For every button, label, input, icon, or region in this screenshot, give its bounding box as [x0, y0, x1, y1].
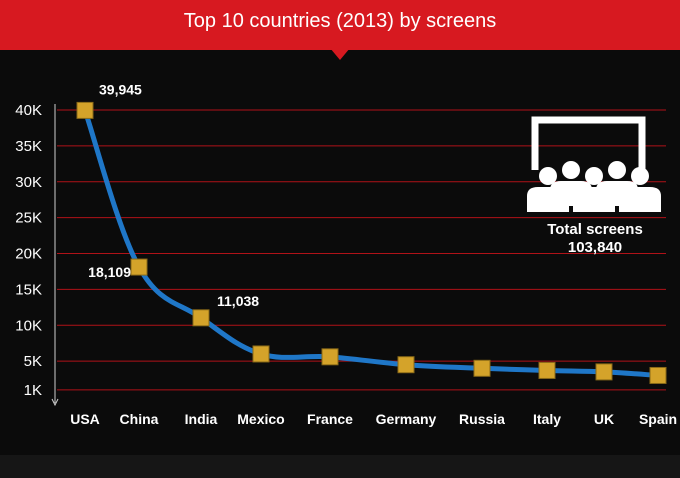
y-tick-label: 35K — [15, 138, 42, 155]
y-axis-arrow — [51, 398, 59, 407]
series-line — [82, 107, 661, 378]
data-label: 18,109 — [88, 264, 131, 280]
x-tick-label: India — [185, 411, 218, 427]
title-banner — [0, 0, 680, 50]
chart-title: Top 10 countries (2013) by screens — [183, 10, 497, 32]
data-point — [192, 309, 210, 327]
x-tick-label: Germany — [376, 411, 437, 427]
data-point — [538, 361, 556, 379]
y-tick-label: 30K — [15, 174, 42, 191]
data-point — [595, 363, 613, 381]
x-tick-label: Mexico — [237, 411, 284, 427]
x-tick-label: Spain — [639, 411, 677, 427]
data-point — [252, 345, 270, 363]
data-point — [649, 366, 667, 384]
y-tick-label: 10K — [15, 317, 42, 334]
x-tick-label: France — [307, 411, 353, 427]
total-screens-value: 103,840 — [567, 239, 623, 256]
footer-band — [0, 455, 680, 478]
data-point — [130, 258, 148, 276]
data-point — [76, 101, 94, 119]
x-tick-label: Russia — [459, 411, 505, 427]
data-label: 39,945 — [99, 81, 142, 97]
x-tick-label: Italy — [533, 411, 561, 427]
x-tick-label: USA — [70, 411, 100, 427]
y-tick-label: 1K — [24, 382, 42, 399]
title-banner-pointer — [330, 48, 350, 60]
y-tick-label: 40K — [15, 102, 42, 119]
x-tick-label: China — [120, 411, 159, 427]
y-tick-label: 5K — [24, 353, 42, 370]
data-point — [397, 356, 415, 374]
data-point — [321, 348, 339, 366]
y-tick-label: 15K — [15, 281, 42, 298]
total-screens-label: Total screens — [547, 221, 643, 238]
data-label: 11,038 — [217, 293, 259, 309]
y-tick-label: 25K — [15, 210, 42, 227]
x-tick-label: UK — [594, 411, 614, 427]
y-tick-label: 20K — [15, 246, 42, 263]
data-point — [473, 359, 491, 377]
